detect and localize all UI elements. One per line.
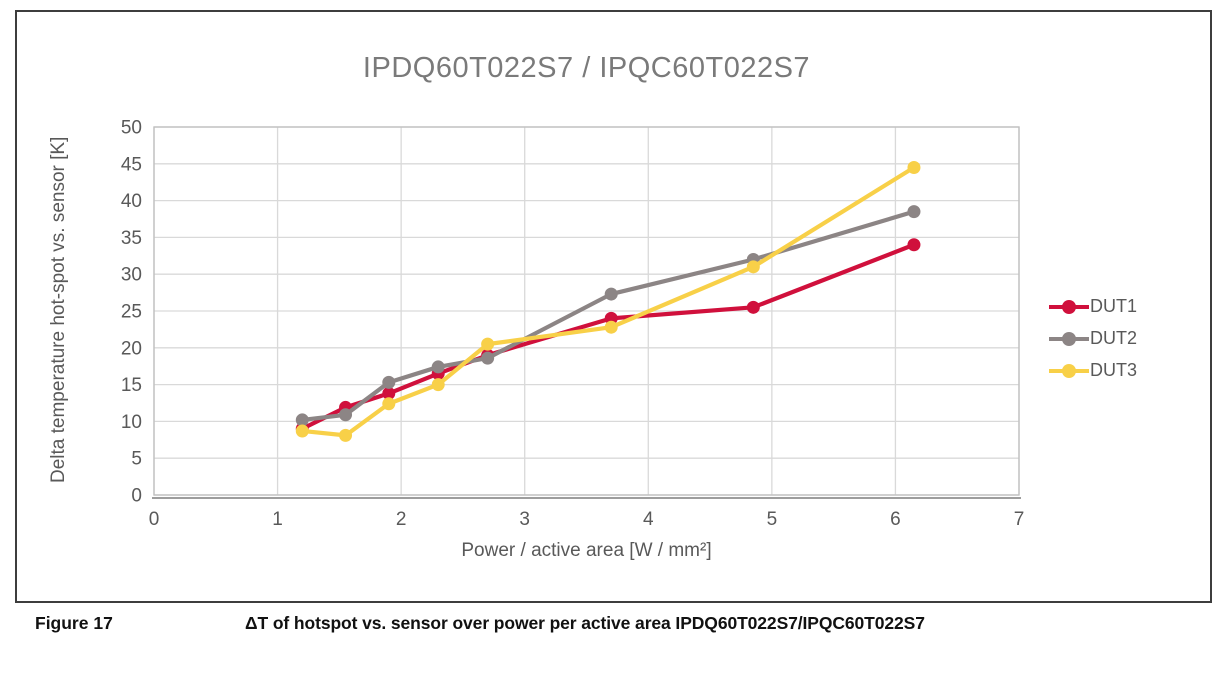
svg-text:40: 40 [121, 191, 142, 212]
svg-text:2: 2 [396, 509, 407, 530]
svg-text:20: 20 [121, 338, 142, 359]
svg-text:45: 45 [121, 154, 142, 175]
svg-text:35: 35 [121, 228, 142, 249]
svg-text:7: 7 [1014, 509, 1025, 530]
svg-text:3: 3 [519, 509, 530, 530]
svg-text:5: 5 [767, 509, 778, 530]
legend-label-dut1: DUT1 [1090, 296, 1138, 316]
legend-item-dut3: DUT3 [1049, 360, 1137, 381]
svg-text:1: 1 [272, 509, 283, 530]
figure-frame: IPDQ60T022S7 / IPQC60T022S7 Delta temper… [15, 10, 1212, 603]
legend-label-dut2: DUT2 [1090, 328, 1138, 348]
legend: DUT1 DUT2 DUT3 [1049, 296, 1137, 381]
chart-title: IPDQ60T022S7 / IPQC60T022S7 [362, 52, 811, 84]
svg-text:30: 30 [121, 265, 142, 286]
svg-text:0: 0 [149, 509, 160, 530]
legend-label-dut3: DUT3 [1090, 360, 1138, 380]
x-axis-title: Power / active area [W / mm²] [461, 540, 712, 561]
legend-item-dut2: DUT2 [1049, 328, 1137, 349]
svg-text:50: 50 [121, 118, 142, 139]
figure-caption-text: ΔT of hotspot vs. sensor over power per … [245, 613, 925, 633]
figure-caption: Figure 17 ΔT of hotspot vs. sensor over … [35, 613, 925, 634]
svg-text:6: 6 [890, 509, 901, 530]
dut3-line-marker-icon [1049, 360, 1089, 381]
svg-text:0: 0 [131, 486, 142, 507]
dut1-line-marker-icon [1049, 296, 1089, 317]
dut2-line-marker-icon [1049, 328, 1089, 349]
legend-item-dut1: DUT1 [1049, 296, 1137, 317]
svg-text:4: 4 [643, 509, 654, 530]
svg-text:10: 10 [121, 412, 142, 433]
svg-text:5: 5 [131, 449, 142, 470]
svg-text:25: 25 [121, 302, 142, 323]
svg-text:15: 15 [121, 375, 142, 396]
figure-caption-label: Figure 17 [35, 613, 113, 633]
